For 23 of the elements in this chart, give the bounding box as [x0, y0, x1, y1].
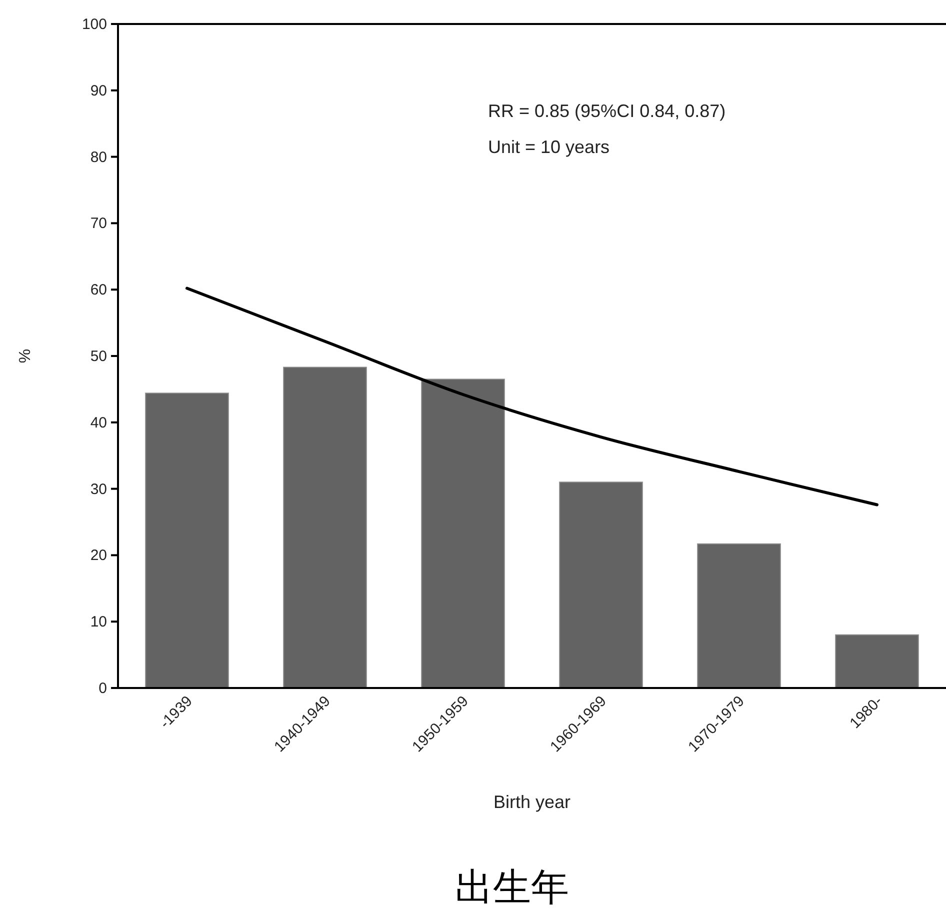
y-tick-label: 80	[90, 148, 107, 166]
annotation: RR = 0.85 (95%CI 0.84, 0.87)	[488, 101, 726, 121]
y-axis-title: %	[17, 348, 34, 364]
bar	[697, 543, 781, 688]
bar	[145, 392, 229, 688]
bar	[283, 366, 367, 688]
y-tick-label: 40	[90, 414, 107, 432]
text: 出生年	[455, 867, 569, 909]
bar	[835, 634, 919, 688]
y-tick-label: 30	[90, 480, 107, 498]
y-tick-label: 70	[90, 215, 107, 232]
y-tick-label: 100	[82, 16, 107, 33]
y-tick-label: 50	[90, 348, 107, 365]
y-tick-label: 10	[90, 614, 107, 631]
y-tick-label: 20	[90, 547, 107, 564]
bar	[559, 482, 643, 688]
bar	[421, 378, 505, 688]
annotation: Unit = 10 years	[488, 137, 610, 157]
y-tick-label: 90	[90, 82, 107, 100]
line-series	[186, 286, 878, 506]
x-axis-title: Birth year	[493, 792, 571, 812]
y-tick-label: 60	[90, 282, 107, 299]
y-tick-label: 0	[98, 680, 107, 697]
